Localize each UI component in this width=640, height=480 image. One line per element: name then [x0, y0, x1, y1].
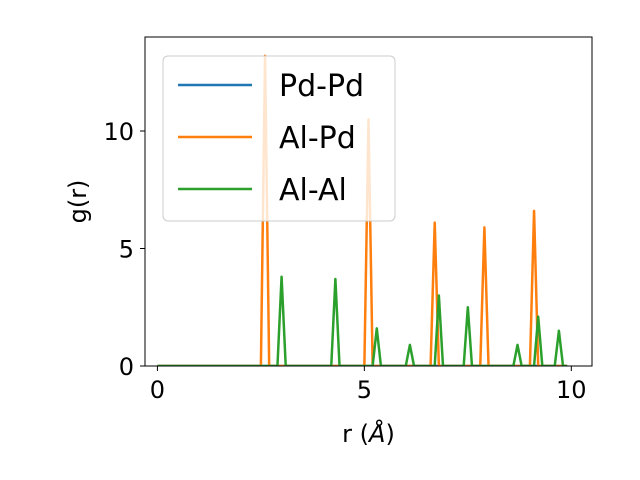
- x-tick-label: 0: [150, 376, 165, 404]
- legend-box: [162, 55, 396, 222]
- x-axis-label: r (Å): [342, 419, 395, 448]
- legend: Pd-Pd Al-Pd Al-Al: [162, 55, 396, 222]
- legend-entry: Pd-Pd: [279, 69, 364, 104]
- axes-frame: [144, 36, 593, 367]
- legend-entry: Al-Pd: [279, 121, 356, 156]
- y-axis-label: g(r): [64, 180, 92, 224]
- x-tick-label: 5: [357, 376, 372, 404]
- series-line-al-al: [157, 275, 568, 366]
- plot-lines: [157, 54, 568, 366]
- y-tick-label: 10: [103, 118, 134, 146]
- series-line-al-pd: [157, 54, 568, 366]
- y-axis-ticks: 0 5 10: [103, 118, 145, 381]
- legend-entry: Al-Al: [279, 173, 347, 208]
- y-tick-label: 5: [119, 236, 134, 264]
- x-axis-ticks: 0 5 10: [150, 366, 587, 404]
- y-tick-label: 0: [119, 353, 134, 381]
- x-tick-label: 10: [556, 376, 587, 404]
